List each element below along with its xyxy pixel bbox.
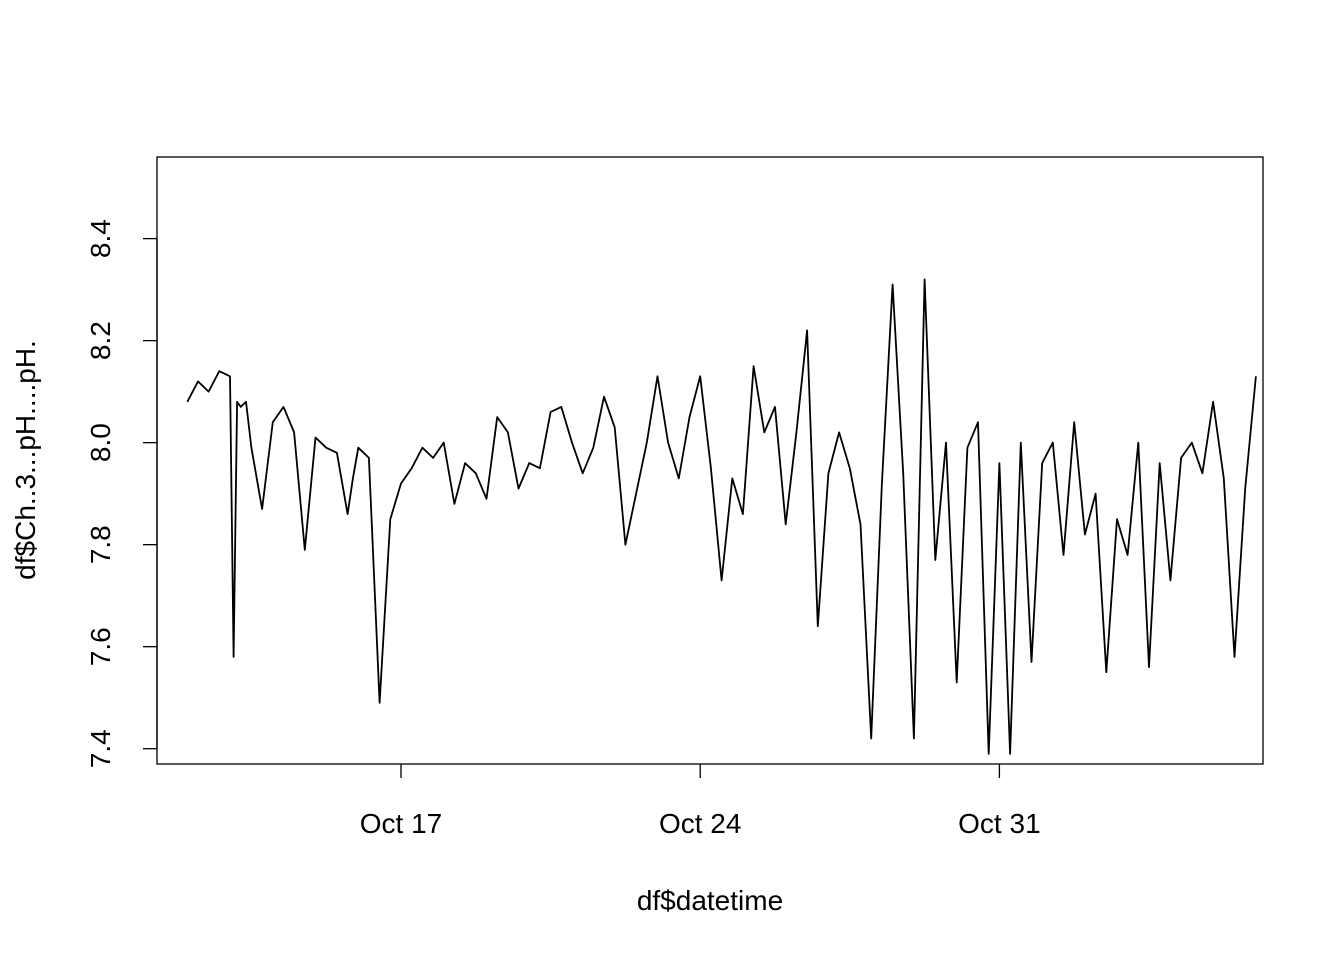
series-line-0 bbox=[186, 278, 1257, 755]
line-layer bbox=[186, 278, 1257, 755]
x-tick-label-0: Oct 17 bbox=[360, 808, 442, 839]
y-tick-label-4: 8.2 bbox=[85, 321, 116, 360]
y-tick-label-0: 7.4 bbox=[85, 729, 116, 768]
y-tick-label-2: 7.8 bbox=[85, 525, 116, 564]
x-tick-label-2: Oct 31 bbox=[958, 808, 1040, 839]
y-tick-label-1: 7.6 bbox=[85, 627, 116, 666]
y-tick-label-5: 8.4 bbox=[85, 219, 116, 258]
x-axis: Oct 17 Oct 24 Oct 31 bbox=[360, 764, 1041, 839]
x-tick-label-1: Oct 24 bbox=[659, 808, 741, 839]
y-tick-label-3: 8.0 bbox=[85, 423, 116, 462]
y-axis: 7.4 7.6 7.8 8.0 8.2 8.4 bbox=[85, 219, 158, 768]
x-axis-label: df$datetime bbox=[637, 885, 783, 916]
y-axis-label: df$Ch..3...pH....pH. bbox=[10, 340, 41, 580]
